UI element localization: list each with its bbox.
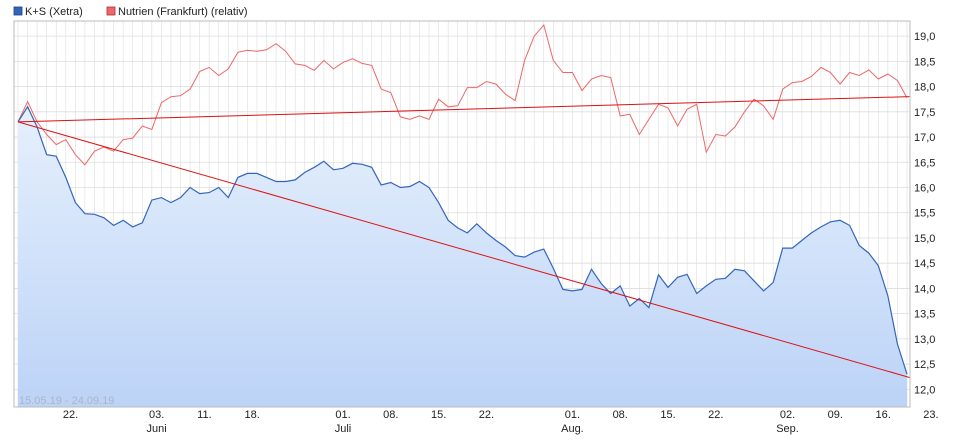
x-axis-month-labels: Juni Juli Aug. Sep.: [147, 423, 799, 435]
y-tick-label: 13,0: [914, 334, 935, 346]
y-tick-label: 14,0: [914, 283, 935, 295]
y-tick-label: 17,0: [914, 132, 935, 144]
date-range-label: 15.05.19 - 24.09.19: [19, 395, 114, 407]
x-tick-label: 22.: [479, 409, 494, 421]
x-tick-label: 22.: [63, 409, 78, 421]
x-tick-label: 16.: [875, 409, 890, 421]
x-tick-label: 01.: [335, 409, 350, 421]
trendline-nutrien: [17, 96, 910, 123]
x-month-label: Juli: [335, 423, 352, 435]
legend-label-nutrien: Nutrien (Frankfurt) (relativ): [118, 6, 248, 18]
x-tick-label: 03.: [149, 409, 164, 421]
x-month-label: Sep.: [776, 423, 799, 435]
legend-swatch-kps: [13, 6, 23, 16]
x-axis-day-labels: 22. 03. 11. 18. 01. 08. 15. 22. 01. 08. 15. 22. 02. 0…: [63, 409, 939, 421]
y-tick-label: 15,5: [914, 208, 935, 220]
x-tick-label: 01.: [565, 409, 580, 421]
x-tick-label: 22.: [708, 409, 723, 421]
x-tick-label: 11.: [197, 409, 211, 421]
y-tick-label: 16,5: [914, 157, 935, 169]
y-tick-label: 19,0: [914, 31, 935, 43]
y-tick-label: 12,0: [914, 384, 935, 396]
legend-label-kps: K+S (Xetra): [25, 6, 83, 18]
y-tick-label: 18,5: [914, 56, 935, 68]
kps-area-fill: [18, 106, 907, 407]
legend-swatch-nutrien: [106, 6, 116, 16]
x-tick-label: 08.: [613, 409, 628, 421]
trendline-kps: [17, 121, 910, 379]
y-axis-labels: 19,0 18,5 18,0 17,5 17,0 16,5 16,0 15,5 15,0 14,5…: [914, 31, 935, 396]
x-tick-label: 15.: [660, 409, 675, 421]
y-tick-label: 16,0: [914, 183, 935, 195]
x-month-label: Aug.: [561, 423, 584, 435]
x-tick-label: 18.: [245, 409, 260, 421]
y-tick-label: 15,0: [914, 233, 935, 245]
y-tick-label: 12,5: [914, 359, 935, 371]
kps-series-line: [17, 105, 908, 375]
y-tick-label: 14,5: [914, 258, 935, 270]
x-tick-label: 15.: [431, 409, 446, 421]
x-tick-label: 02.: [780, 409, 795, 421]
x-tick-label: 23.: [923, 409, 938, 421]
x-tick-label: 09.: [828, 409, 843, 421]
y-tick-label: 17,5: [914, 107, 935, 119]
x-month-label: Juni: [147, 423, 167, 435]
y-tick-label: 18,0: [914, 82, 935, 94]
x-tick-label: 08.: [383, 409, 398, 421]
y-tick-label: 13,5: [914, 309, 935, 321]
legend: K+S (Xetra) Nutrien (Frankfurt) (relativ…: [13, 6, 248, 18]
plot-border: [13, 20, 911, 408]
nutrien-series-line: [17, 23, 908, 166]
